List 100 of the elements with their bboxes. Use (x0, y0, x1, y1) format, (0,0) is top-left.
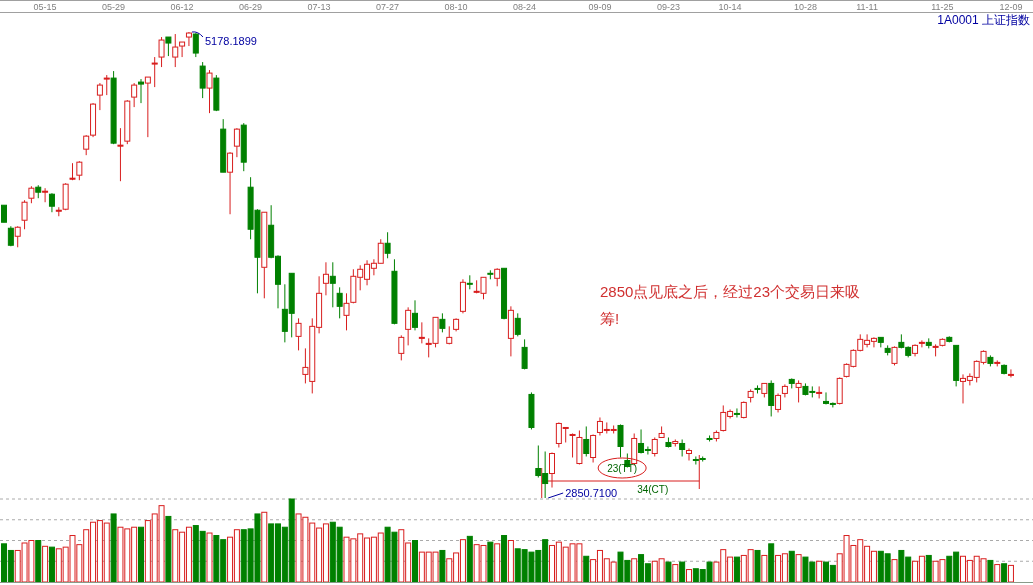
x-tick-label: 06-12 (170, 2, 194, 12)
candlestick (569, 432, 576, 458)
candlestick (521, 338, 528, 370)
candlestick (651, 436, 658, 457)
candlestick (336, 286, 343, 319)
bar (206, 532, 213, 583)
candlestick (418, 321, 425, 344)
bar (816, 560, 823, 583)
candlestick (775, 392, 782, 413)
bar (42, 545, 49, 583)
candlestick (165, 36, 172, 57)
candlestick (144, 76, 151, 138)
candlestick (83, 134, 90, 156)
bar (679, 561, 686, 583)
candlestick (48, 192, 55, 213)
bar (987, 559, 994, 583)
candlestick (227, 151, 234, 215)
x-tick-label: 08-10 (444, 2, 468, 12)
candlestick (21, 199, 28, 230)
chart-title: 1A0001 上证指数 (937, 13, 1030, 27)
candlestick (206, 69, 213, 114)
candlestick (918, 339, 925, 348)
bar (672, 564, 679, 583)
bar (494, 543, 501, 583)
candlestick (343, 292, 350, 331)
bar (507, 540, 514, 583)
candlestick (131, 82, 138, 108)
candlestick (439, 312, 446, 333)
bar (583, 555, 590, 583)
candlestick (14, 225, 21, 248)
bar (48, 546, 55, 583)
x-tick-label: 08-24 (513, 2, 537, 12)
x-tick-label: 07-27 (376, 2, 400, 12)
candlestick (103, 74, 110, 96)
x-tick-label: 05-29 (102, 2, 126, 12)
x-tick-label: 05-15 (33, 2, 57, 12)
bar (110, 513, 117, 583)
x-tick-label: 11-25 (931, 2, 954, 12)
bar (261, 511, 268, 583)
candlestick (768, 379, 775, 417)
candlestick (412, 299, 418, 331)
candlestick (549, 451, 555, 489)
candlestick (405, 306, 412, 346)
candlestick (199, 61, 206, 99)
candlestick (686, 447, 692, 461)
candlestick (233, 127, 240, 158)
candlestick (398, 334, 405, 361)
x-tick-label: 09-09 (588, 2, 612, 12)
bar (733, 556, 740, 583)
candlestick (158, 36, 165, 68)
bar (631, 558, 638, 583)
candlestick (96, 82, 103, 111)
x-tick-label: 09-23 (656, 2, 680, 12)
bar (788, 550, 795, 583)
candlestick (583, 425, 590, 457)
bar (686, 569, 692, 583)
bar (35, 540, 42, 583)
bar (501, 535, 508, 583)
annotation: 34(CT) (637, 484, 669, 495)
candlestick (192, 32, 199, 58)
x-tick-label: 10-14 (718, 2, 742, 12)
bar (891, 559, 898, 583)
candlestick (514, 312, 521, 337)
candlestick (151, 56, 158, 88)
candlestick (891, 345, 898, 366)
candlestick (617, 423, 624, 458)
annotation: 2850点见底之后，经过23个交易日来吸筹! (600, 282, 862, 329)
bar (165, 515, 172, 583)
candlestick (590, 433, 597, 463)
candlestick (384, 231, 391, 259)
bar (665, 561, 672, 583)
candlestick (733, 407, 740, 418)
candlestick (494, 267, 501, 287)
annotation: 23(TT) (607, 463, 638, 474)
x-tick-label: 11-11 (856, 2, 878, 12)
candlestick (76, 160, 83, 181)
bar (925, 554, 932, 583)
annotation: 2850.7100 (565, 487, 618, 499)
candlestick (329, 261, 336, 308)
x-tick-label: 06-29 (239, 2, 263, 12)
candlestick (138, 78, 144, 104)
candlestick (322, 261, 329, 296)
bar (487, 541, 494, 583)
bar (1001, 563, 1008, 583)
x-tick-label: 10-28 (793, 2, 817, 12)
bar (795, 554, 802, 583)
candlestick (185, 31, 192, 47)
annotation: 5178.1899 (204, 35, 257, 47)
bar (768, 543, 775, 583)
bar (466, 535, 473, 583)
candlestick (117, 127, 124, 182)
bar (1007, 564, 1014, 583)
candlestick (1007, 368, 1014, 378)
bar (761, 554, 768, 583)
candlestick (42, 187, 49, 203)
x-tick-label: 07-13 (307, 2, 331, 12)
bar (439, 549, 446, 583)
bar (994, 564, 1001, 583)
bar (412, 540, 418, 583)
bar (138, 526, 144, 583)
